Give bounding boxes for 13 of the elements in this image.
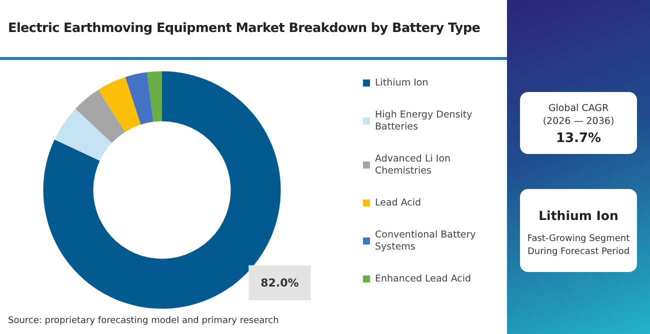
source-note: Source: proprietary forecasting model and primary research [8, 316, 279, 326]
legend-label: Lithium Ion [375, 78, 428, 88]
legend-label: Enhanced Lead Acid [375, 274, 472, 284]
legend-label: Conventional Battery Systems [375, 230, 479, 252]
legend-label: High Energy Density Batteries [375, 110, 476, 132]
data-label: 82.0% [260, 276, 299, 290]
text: Lithium Ion [538, 208, 620, 223]
chart-title: Electric Earthmoving Equipment Market Breakdown by Battery Type [8, 21, 482, 36]
legend-label: Lead Acid [375, 198, 422, 208]
text: 13.7% [554, 131, 602, 146]
text: Fast-Growing Segment During Forecast Period [526, 233, 631, 259]
legend-label: Advanced Li Ion Chemistries [375, 154, 454, 176]
text: Global CAGR (2026 — 2036) [542, 102, 616, 128]
